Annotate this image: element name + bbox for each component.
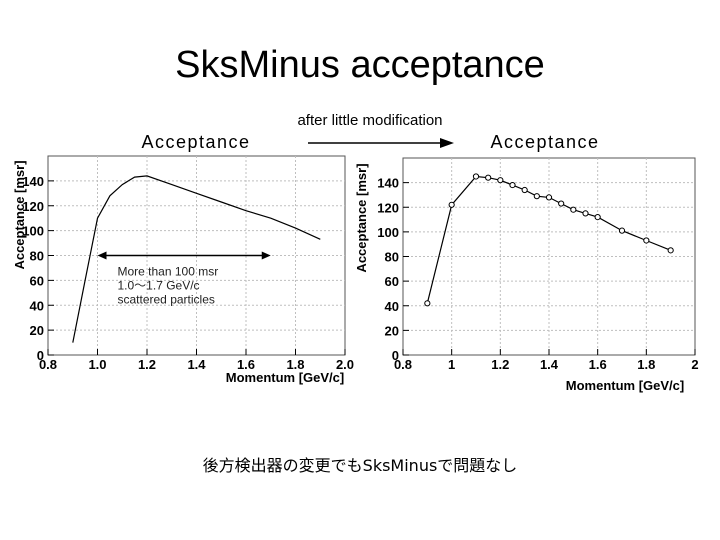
chart-title: Acceptance xyxy=(141,132,250,152)
data-point xyxy=(448,201,455,208)
y-tick-label: 120 xyxy=(22,199,44,214)
y-tick-label: 100 xyxy=(377,225,399,240)
x-tick-label: 2.0 xyxy=(336,357,354,372)
data-point xyxy=(643,237,650,244)
y-tick-label: 100 xyxy=(22,224,44,239)
annotation-arrow-left-head xyxy=(97,251,107,260)
subtitle: after little modification xyxy=(297,112,443,129)
x-tick-label: 0.8 xyxy=(394,357,412,372)
x-tick-label: 1.6 xyxy=(237,357,255,372)
data-point xyxy=(424,300,431,307)
series-line xyxy=(426,175,671,304)
x-tick-label: 1.4 xyxy=(540,357,559,372)
data-point xyxy=(570,206,577,213)
x-axis-label: Momentum [GeV/c] xyxy=(566,378,684,393)
x-tick-label: 0.8 xyxy=(39,357,57,372)
y-tick-label: 140 xyxy=(22,174,44,189)
data-point xyxy=(485,174,492,181)
annotation-text: scattered particles xyxy=(118,293,215,307)
x-tick-label: 1.2 xyxy=(491,357,509,372)
y-tick-label: 60 xyxy=(30,273,44,288)
slide-title: SksMinus acceptance xyxy=(175,44,545,86)
x-tick-label: 1.2 xyxy=(138,357,156,372)
y-axis-label: Acceptance [msr] xyxy=(12,160,27,269)
annotation-text: 1.0～1.7 GeV/c xyxy=(118,279,200,293)
y-tick-label: 0 xyxy=(392,348,399,363)
x-tick-label: 1.6 xyxy=(589,357,607,372)
right-arrow-icon xyxy=(308,138,454,148)
x-tick-label: 1.4 xyxy=(187,357,206,372)
annotation-arrow-right-head xyxy=(261,251,271,260)
y-tick-label: 40 xyxy=(30,298,44,313)
y-tick-label: 80 xyxy=(30,249,44,264)
data-point xyxy=(618,227,626,234)
y-tick-label: 60 xyxy=(385,274,399,289)
data-point xyxy=(545,194,553,201)
x-tick-label: 1 xyxy=(448,357,455,372)
chart-title: Acceptance xyxy=(490,132,599,152)
x-tick-label: 1.8 xyxy=(286,357,304,372)
y-axis-label: Acceptance [msr] xyxy=(354,163,369,272)
y-tick-label: 20 xyxy=(385,323,399,338)
data-point xyxy=(533,193,540,200)
y-tick-label: 80 xyxy=(385,250,399,265)
y-tick-label: 0 xyxy=(37,348,44,363)
x-tick-label: 1.0 xyxy=(88,357,106,372)
y-tick-label: 40 xyxy=(385,299,399,314)
x-tick-label: 2 xyxy=(691,357,698,372)
y-tick-label: 120 xyxy=(377,200,399,215)
data-point xyxy=(582,210,589,217)
data-point xyxy=(521,186,528,194)
data-point xyxy=(594,214,601,221)
data-point xyxy=(667,247,674,254)
y-tick-label: 20 xyxy=(30,323,44,338)
slide-caption: 後方検出器の変更でもSksMinusで問題なし xyxy=(202,456,518,475)
data-point xyxy=(472,173,480,180)
data-point xyxy=(509,181,516,189)
x-tick-label: 1.8 xyxy=(637,357,655,372)
series-line xyxy=(72,175,321,343)
data-point xyxy=(558,200,565,207)
x-axis-label: Momentum [GeV/c] xyxy=(226,370,344,385)
y-tick-label: 140 xyxy=(377,176,399,191)
annotation-text: More than 100 msr xyxy=(118,265,219,279)
data-point xyxy=(497,177,504,184)
